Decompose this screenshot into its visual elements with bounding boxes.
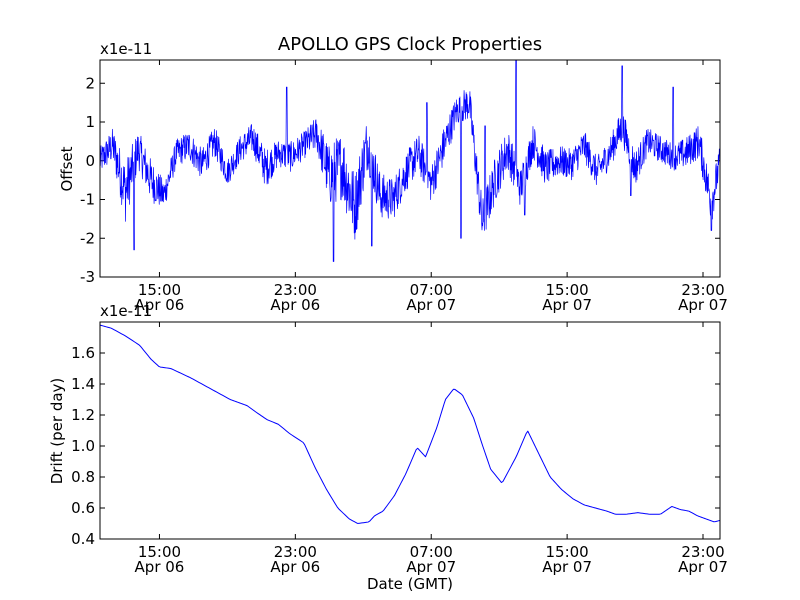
x-tick-label-time: 23:00: [274, 543, 317, 561]
chart-title: APOLLO GPS Clock Properties: [278, 34, 542, 55]
y-tick-label: -2: [80, 229, 95, 247]
y-tick-label: -3: [80, 268, 95, 286]
y-tick-label: 1.6: [71, 344, 95, 362]
y-tick-label: 1.4: [71, 375, 95, 393]
y-tick-label: 0.8: [71, 468, 95, 486]
offset-plot-frame: [99, 59, 721, 278]
y-tick-label: 0.4: [71, 530, 95, 548]
drift-y-ticks: 0.4 0.6 0.8 1.0 1.2 1.4 1.6: [71, 344, 720, 548]
y-tick-label: 1.2: [71, 406, 95, 424]
x-tick-label-date: Apr 07: [678, 558, 728, 576]
x-tick-label-time: 23:00: [274, 281, 317, 299]
x-tick-label-time: 15:00: [138, 543, 181, 561]
x-tick-label-date: Apr 07: [406, 558, 456, 576]
x-tick-label-date: Apr 06: [270, 558, 320, 576]
x-tick-label-date: Apr 06: [135, 558, 185, 576]
x-tick-label-time: 15:00: [546, 543, 589, 561]
x-tick-label-time: 07:00: [410, 281, 453, 299]
y-tick-label: -1: [80, 191, 95, 209]
x-tick-label-date: Apr 07: [542, 296, 592, 314]
drift-series-line: [99, 324, 721, 524]
x-tick-label-time: 23:00: [681, 281, 724, 299]
x-tick-label-date: Apr 07: [542, 558, 592, 576]
y-tick-label: 0.6: [71, 499, 95, 517]
drift-y-axis-label: Drift (per day): [48, 378, 66, 485]
y-tick-label: 1.0: [71, 437, 95, 455]
x-tick-label-date: Apr 06: [270, 296, 320, 314]
y-tick-label: 1: [85, 113, 95, 131]
x-tick-label-date: Apr 06: [135, 296, 185, 314]
drift-scale-label: x1e-11: [100, 302, 152, 320]
y-tick-label: 2: [85, 74, 95, 92]
x-tick-label-time: 15:00: [546, 281, 589, 299]
drift-panel: x1e-11 Drift (per day) Date (GMT) 0.4 0.6…: [48, 302, 728, 593]
offset-y-ticks: -3 -2 -1 0 1 2: [80, 74, 720, 286]
offset-y-axis-label: Offset: [58, 146, 76, 191]
drift-x-axis-label: Date (GMT): [367, 575, 453, 593]
x-tick-label-time: 07:00: [410, 543, 453, 561]
drift-plot-frame: [99, 321, 721, 540]
offset-series-line: [99, 59, 721, 262]
x-tick-label-time: 23:00: [681, 543, 724, 561]
x-tick-label-date: Apr 07: [406, 296, 456, 314]
offset-scale-label: x1e-11: [100, 40, 152, 58]
x-tick-label-date: Apr 07: [678, 296, 728, 314]
y-tick-label: 0: [85, 152, 95, 170]
x-tick-label-time: 15:00: [138, 281, 181, 299]
